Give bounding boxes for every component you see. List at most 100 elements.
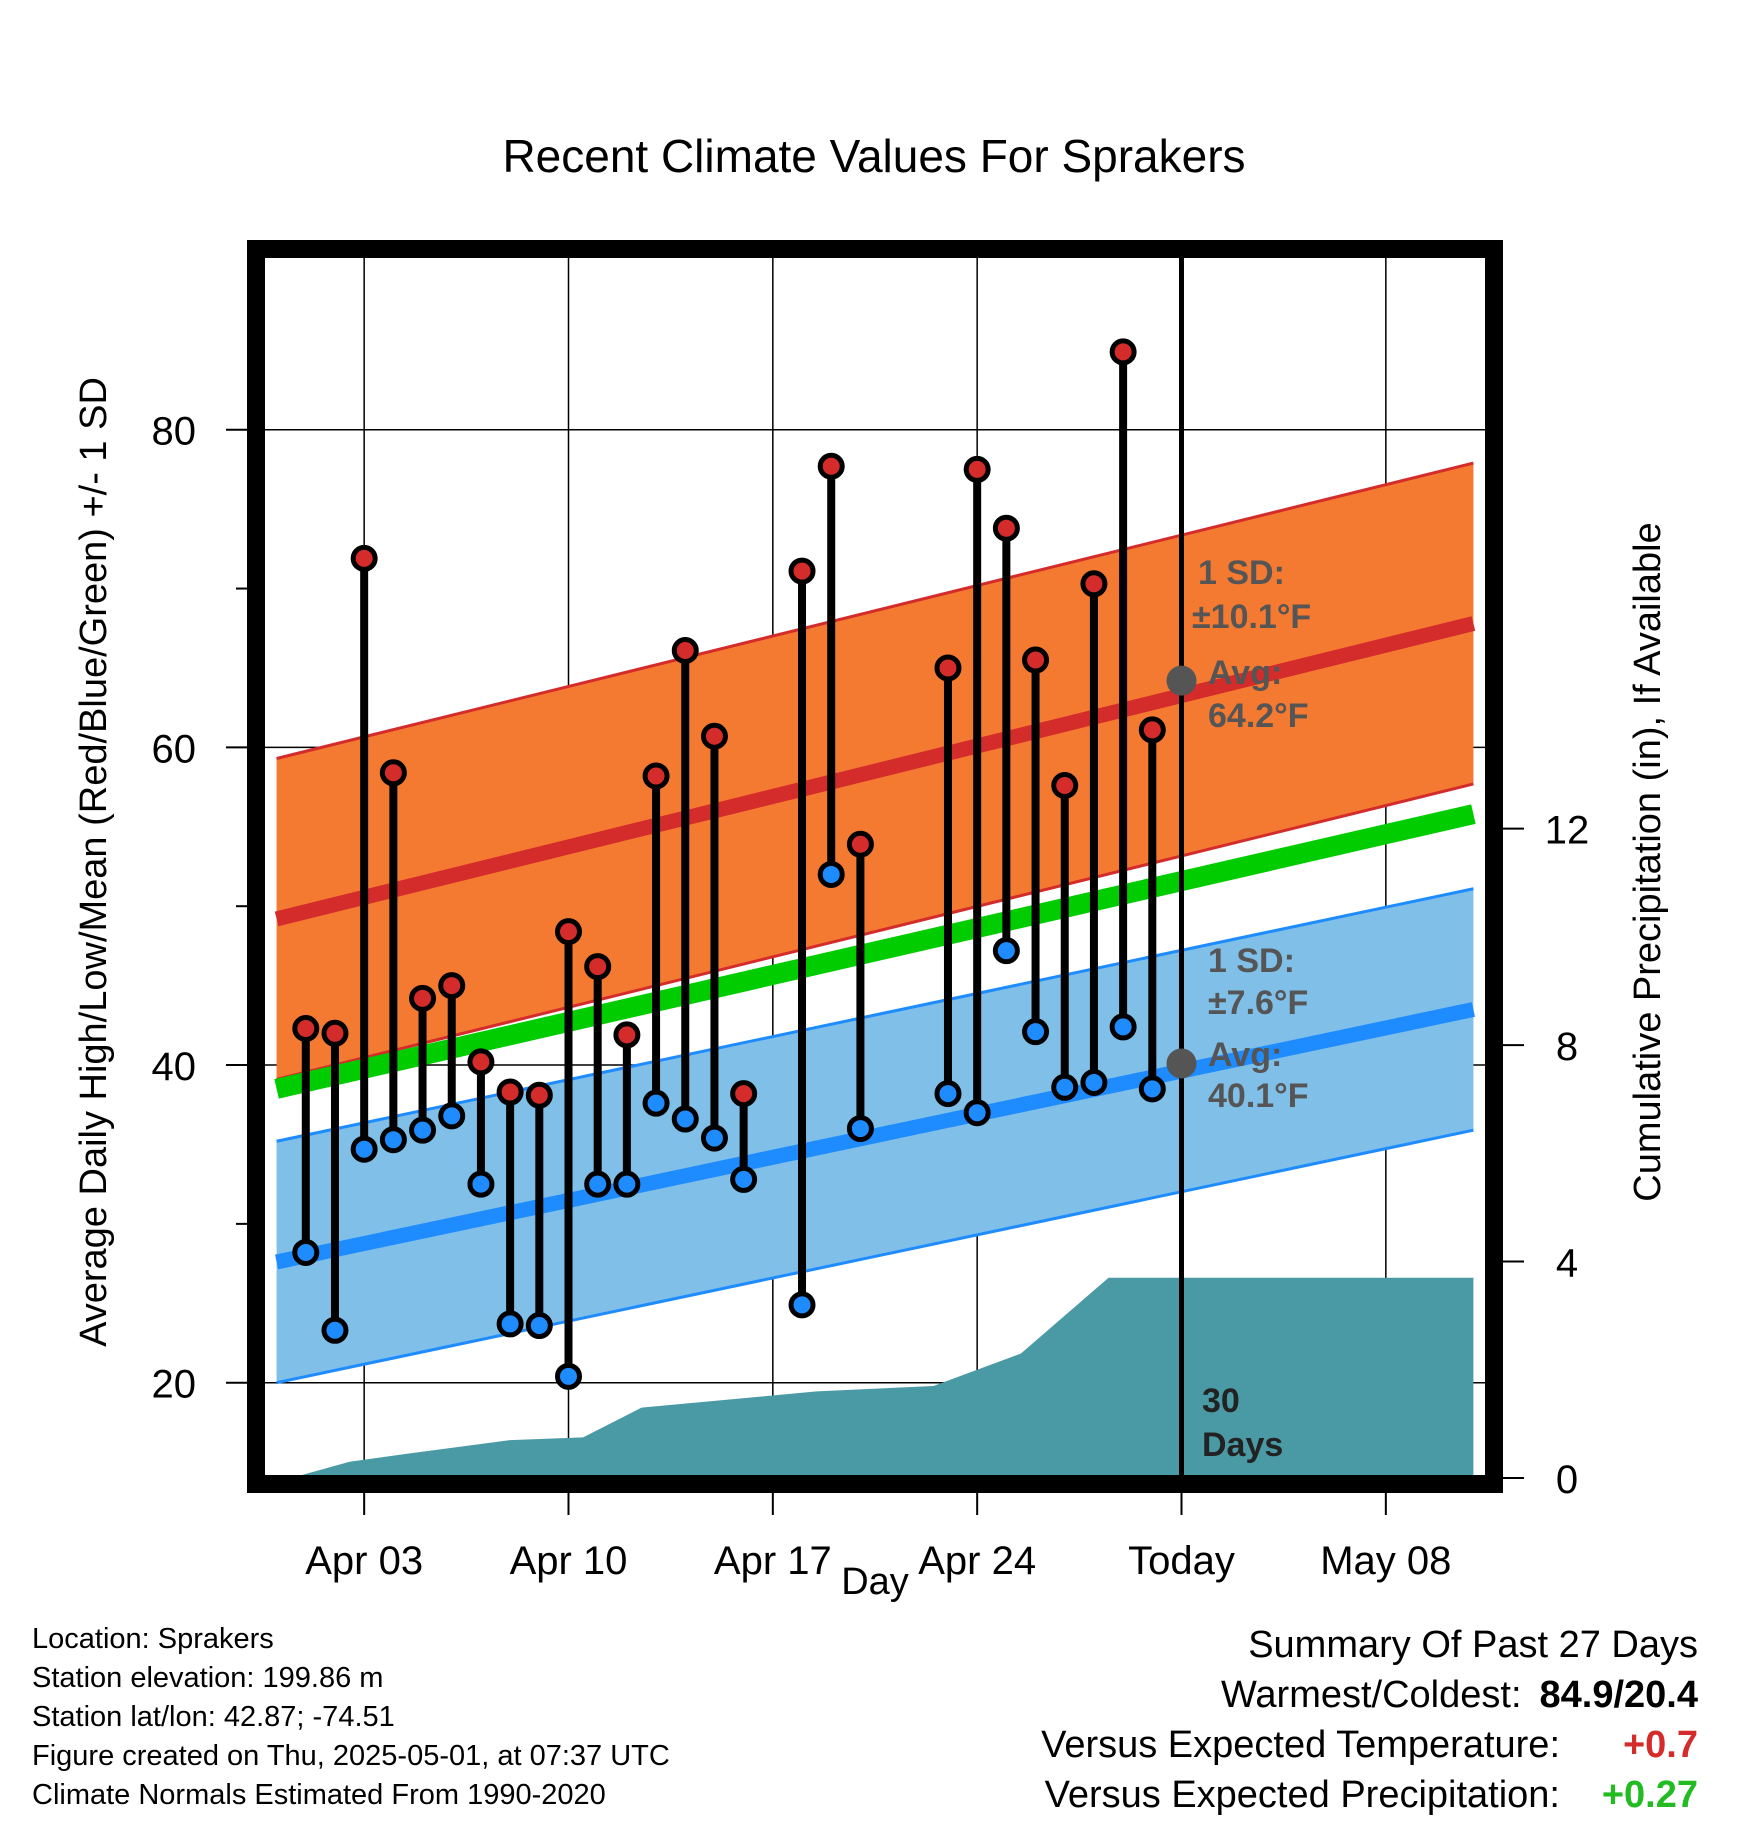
today-avg-high-marker — [1166, 665, 1197, 696]
low-band-upper-edge — [276, 887, 1474, 1143]
observed-high-point — [321, 1019, 349, 1047]
station-location: Location: Sprakers — [32, 1623, 274, 1655]
temp-label: Versus Expected Temperature: — [1041, 1724, 1560, 1766]
plot-border — [247, 240, 1503, 1493]
precip-value: +0.27 — [1601, 1774, 1698, 1816]
warmest-label: Warmest/Coldest: — [1220, 1674, 1522, 1716]
plot-area — [262, 255, 1488, 1478]
observed-low-point — [934, 1080, 962, 1108]
temp-value: +0.7 — [1622, 1724, 1698, 1766]
observed-high-point — [963, 455, 991, 483]
x-axis-title: Day — [841, 1561, 909, 1603]
high-avg-label: Avg: — [1208, 654, 1282, 692]
y-tick-label: 80 — [152, 410, 197, 454]
observed-low-point — [1022, 1018, 1050, 1046]
observed-high-point — [817, 452, 845, 480]
y-right-tick-label: 12 — [1545, 809, 1590, 853]
days-label: Days — [1202, 1426, 1283, 1464]
observed-high-point — [525, 1081, 553, 1109]
station-info: Location: Sprakers Station elevation: 19… — [32, 1620, 670, 1815]
observed-high-point — [700, 722, 728, 750]
y-axis-right-title: Cumulative Precipitation (in), If Availa… — [1627, 522, 1669, 1201]
station-latlon: Station lat/lon: 42.87; -74.51 — [32, 1701, 395, 1733]
high-sd-value: ±10.1°F — [1192, 598, 1311, 636]
observed-low-point — [350, 1135, 378, 1163]
observed-low-point — [671, 1105, 699, 1133]
axes: Apr 03 Apr 10 Apr 17 Apr 24 Today May 08 20 40 6… — [152, 410, 1590, 1583]
observed-low-point — [992, 937, 1020, 965]
summary-heading: Summary Of Past 27 Days — [1248, 1624, 1698, 1666]
days-count: 30 — [1202, 1382, 1240, 1420]
figure-created: Figure created on Thu, 2025-05-01, at 07… — [32, 1740, 670, 1772]
observed-high-point — [1138, 716, 1166, 744]
low-sd-value: ±7.6°F — [1208, 984, 1308, 1022]
observed-high-point — [555, 918, 582, 946]
precip-label: Versus Expected Precipitation: — [1044, 1774, 1560, 1816]
observed-low-point — [613, 1170, 641, 1198]
observed-low-point — [525, 1312, 553, 1340]
low-sd-label: 1 SD: — [1208, 942, 1295, 980]
y-tick-label: 40 — [152, 1045, 197, 1089]
y-tick-label: 60 — [152, 727, 197, 771]
high-band-upper-edge — [276, 461, 1474, 760]
x-tick-label: May 08 — [1320, 1539, 1451, 1583]
observed-high-point — [409, 984, 437, 1012]
precipitation-area — [291, 1277, 1474, 1478]
x-tick-label: Apr 24 — [918, 1539, 1036, 1583]
summary-warmest-row: Warmest/Coldest: 84.9/20.4 — [1041, 1670, 1698, 1720]
y-right-tick-label: 8 — [1556, 1025, 1578, 1069]
summary-precip-row: Versus Expected Precipitation: +0.27 — [1041, 1770, 1698, 1820]
normal-low-line — [275, 1002, 1475, 1270]
today-avg-low-marker — [1166, 1048, 1197, 1079]
observed-low-point — [700, 1124, 728, 1152]
observed-low-point — [817, 860, 845, 888]
climate-normals-note: Climate Normals Estimated From 1990-2020 — [32, 1779, 606, 1811]
observed-high-point — [992, 514, 1020, 542]
observed-low-point — [379, 1126, 407, 1154]
observed-low-point — [1138, 1075, 1166, 1103]
observed-high-point — [350, 544, 378, 572]
observed-low-point — [321, 1316, 349, 1344]
observed-low-point — [730, 1165, 758, 1193]
station-elevation: Station elevation: 199.86 m — [32, 1662, 384, 1694]
high-band-lower-edge — [276, 782, 1474, 1081]
observed-high-point — [642, 762, 670, 790]
observed-low-point — [496, 1310, 524, 1338]
observed-low-point — [846, 1115, 874, 1143]
climate-chart: Recent Climate Values For Sprakers Apr 0… — [73, 130, 1669, 1603]
y-axis-title: Average Daily High/Low/Mean (Red/Blue/Gr… — [73, 377, 115, 1347]
observed-high-point — [1051, 771, 1079, 799]
observed-low-point — [438, 1102, 466, 1130]
x-tick-label: Today — [1128, 1539, 1235, 1583]
observed-high-point — [846, 830, 874, 858]
observed-high-point — [788, 557, 816, 585]
observed-high-point — [934, 654, 962, 682]
x-tick-label: Apr 17 — [714, 1539, 832, 1583]
observed-low-point — [292, 1238, 320, 1266]
x-tick-label: Apr 10 — [510, 1539, 628, 1583]
observed-high-point — [584, 953, 612, 981]
low-avg-value: 40.1°F — [1208, 1077, 1309, 1115]
normal-high-line — [274, 616, 1476, 927]
observed-low-point — [788, 1291, 816, 1319]
x-tick-label: Apr 03 — [305, 1539, 423, 1583]
observed-low-point — [642, 1089, 670, 1117]
observed-low-point — [409, 1116, 437, 1144]
observed-high-point — [496, 1078, 524, 1106]
summary-temp-row: Versus Expected Temperature: +0.7 — [1041, 1720, 1698, 1770]
chart-title: Recent Climate Values For Sprakers — [502, 130, 1245, 182]
plot-frame — [247, 240, 1503, 1493]
low-avg-label: Avg: — [1208, 1036, 1282, 1074]
low-band-lower-edge — [276, 1128, 1474, 1385]
observed-high-point — [467, 1048, 495, 1076]
normal-mean-line — [274, 804, 1476, 1099]
observed-low-point — [584, 1170, 612, 1198]
observed-low-point — [555, 1362, 582, 1390]
observed-low-point — [1051, 1073, 1079, 1101]
warmest-value: 84.9/20.4 — [1539, 1674, 1698, 1716]
observed-high-point — [1109, 338, 1137, 366]
observed-low-point — [963, 1099, 991, 1127]
observed-low-point — [1109, 1013, 1137, 1041]
y-tick-label: 20 — [152, 1363, 197, 1407]
